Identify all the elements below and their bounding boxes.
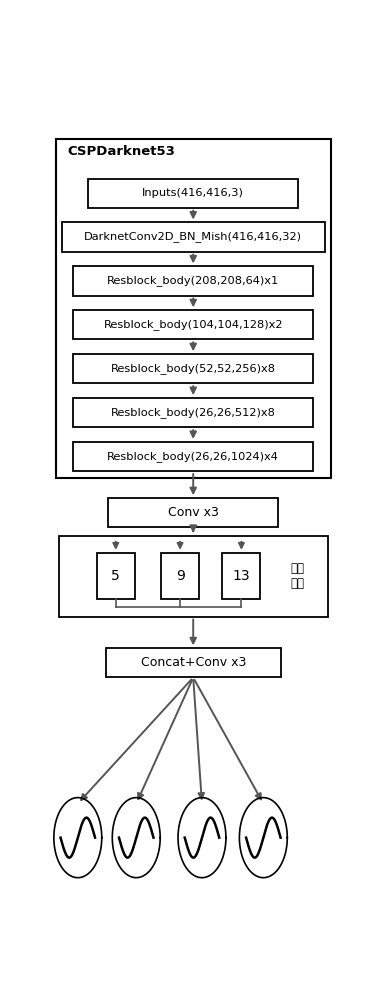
Bar xyxy=(56,139,331,478)
Bar xyxy=(62,222,325,252)
Bar xyxy=(74,442,313,471)
Bar xyxy=(97,553,135,599)
Text: 9: 9 xyxy=(176,569,184,583)
Text: Resblock_body(208,208,64)x1: Resblock_body(208,208,64)x1 xyxy=(107,275,279,286)
Text: 最大
池化: 最大 池化 xyxy=(290,562,304,590)
Bar xyxy=(74,398,313,427)
Text: Resblock_body(104,104,128)x2: Resblock_body(104,104,128)x2 xyxy=(103,319,283,330)
Bar xyxy=(74,266,313,296)
Text: DarknetConv2D_BN_Mish(416,416,32): DarknetConv2D_BN_Mish(416,416,32) xyxy=(84,232,302,242)
Text: Concat+Conv x3: Concat+Conv x3 xyxy=(141,656,246,669)
Bar xyxy=(88,179,299,208)
Bar xyxy=(109,498,278,527)
Text: 5: 5 xyxy=(112,569,120,583)
Bar xyxy=(222,553,261,599)
Text: 13: 13 xyxy=(233,569,250,583)
Bar xyxy=(161,553,199,599)
Bar xyxy=(59,536,328,617)
Bar xyxy=(74,310,313,339)
Bar xyxy=(74,354,313,383)
Text: Conv x3: Conv x3 xyxy=(168,506,219,519)
Text: Resblock_body(26,26,512)x8: Resblock_body(26,26,512)x8 xyxy=(111,407,276,418)
Text: Resblock_body(26,26,1024)x4: Resblock_body(26,26,1024)x4 xyxy=(107,451,279,462)
Text: Resblock_body(52,52,256)x8: Resblock_body(52,52,256)x8 xyxy=(111,363,276,374)
Text: Inputs(416,416,3): Inputs(416,416,3) xyxy=(142,188,244,198)
Text: CSPDarknet53: CSPDarknet53 xyxy=(67,145,175,158)
Bar xyxy=(106,648,281,677)
